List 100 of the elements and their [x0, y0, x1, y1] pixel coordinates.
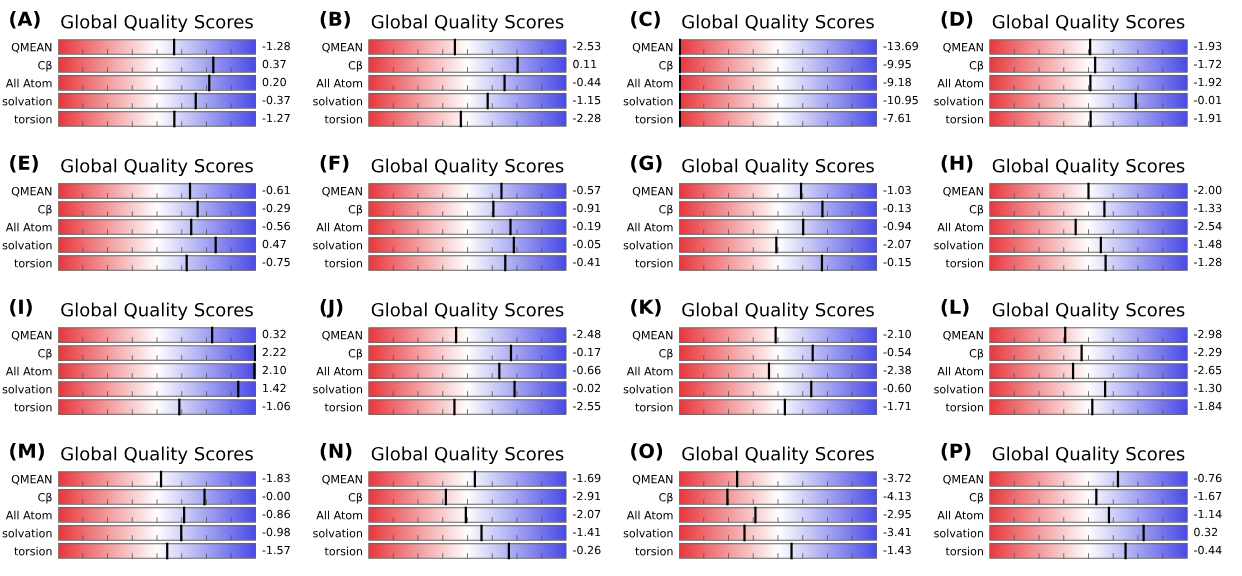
category-label: QMEAN	[11, 330, 52, 341]
category-label: solvation	[2, 528, 52, 538]
data-label: -2.38	[883, 365, 911, 375]
category-label: torsion	[635, 402, 673, 412]
category-label: QMEAN	[943, 186, 983, 197]
category-label: All Atom	[937, 366, 983, 376]
category-label: solvation	[2, 240, 52, 250]
data-label: -9.18	[883, 77, 911, 87]
category-label: torsion	[945, 546, 983, 556]
data-label: -0.29	[262, 203, 290, 213]
category-label: solvation	[2, 384, 52, 394]
category-label: Cβ	[969, 348, 984, 360]
text: (D)	[941, 11, 973, 29]
category-label: QMEAN	[632, 474, 673, 485]
text: Global Quality Scores	[371, 14, 564, 33]
data-label: 2.22	[262, 347, 286, 357]
data-label: -1.48	[1193, 239, 1222, 249]
data-label: -2.10	[883, 329, 911, 339]
data-label: -0.61	[262, 185, 290, 195]
category-label: torsion	[324, 114, 362, 124]
category-label: QMEAN	[11, 186, 52, 197]
text: (J)	[320, 299, 343, 318]
data-label: -2.07	[572, 509, 601, 519]
category-label: torsion	[14, 546, 52, 556]
data-label: -1.83	[262, 473, 290, 483]
data-label: -1.14	[1193, 509, 1222, 519]
category-label: solvation	[623, 384, 673, 394]
category-label: QMEAN	[632, 330, 673, 341]
data-label: 0.47	[262, 239, 286, 249]
data-label: -2.28	[572, 113, 601, 123]
data-label: -1.71	[883, 401, 911, 411]
category-label: solvation	[313, 384, 362, 394]
category-label: All Atom	[5, 78, 52, 88]
data-label: -0.00	[262, 491, 290, 501]
text: (A)	[10, 11, 40, 29]
data-label: -1.33	[1193, 203, 1222, 213]
data-label: -2.00	[1193, 185, 1222, 195]
text: (C)	[631, 11, 660, 29]
text: Global Quality Scores	[992, 158, 1185, 177]
data-label: -2.55	[572, 401, 601, 411]
category-label: QMEAN	[322, 474, 362, 485]
category-label: solvation	[313, 96, 362, 106]
text: Global Quality Scores	[61, 446, 253, 465]
data-label: 0.32	[1194, 527, 1218, 537]
category-label: torsion	[14, 258, 52, 268]
text: Global Quality Scores	[992, 302, 1185, 321]
category-label: solvation	[623, 96, 673, 106]
data-label: -1.93	[1193, 41, 1222, 51]
category-label: QMEAN	[322, 330, 362, 341]
data-label: -1.91	[1193, 113, 1222, 123]
category-label: torsion	[324, 546, 362, 556]
category-label: solvation	[313, 240, 362, 250]
data-label: -1.28	[262, 41, 290, 51]
data-label: -0.54	[883, 347, 912, 357]
text: Global Quality Scores	[682, 446, 874, 465]
data-label: -0.94	[883, 221, 912, 231]
data-label: 0.20	[262, 77, 286, 87]
text: Global Quality Scores	[992, 14, 1185, 33]
text: Global Quality Scores	[682, 158, 874, 177]
data-label: -0.13	[883, 203, 911, 213]
data-label: -1.57	[262, 545, 290, 555]
data-label: -0.44	[572, 77, 601, 87]
category-label: QMEAN	[322, 42, 362, 53]
category-label: Cβ	[38, 204, 52, 216]
category-label: Cβ	[38, 492, 52, 504]
category-label: Cβ	[348, 204, 363, 216]
data-label: -10.95	[883, 95, 918, 105]
category-label: All Atom	[937, 78, 983, 88]
category-label: torsion	[635, 258, 673, 268]
category-label: All Atom	[626, 510, 673, 520]
category-label: Cβ	[969, 60, 984, 72]
data-label: -1.84	[1193, 401, 1222, 411]
category-label: Cβ	[659, 60, 673, 72]
category-label: torsion	[945, 114, 983, 124]
data-label: -0.66	[572, 365, 601, 375]
data-label: -0.86	[262, 509, 290, 519]
category-label: All Atom	[626, 366, 673, 376]
data-label: -1.72	[1193, 59, 1222, 69]
data-label: -1.03	[883, 185, 911, 195]
category-label: solvation	[934, 96, 983, 106]
data-label: -0.91	[572, 203, 601, 213]
category-label: torsion	[14, 402, 52, 412]
category-label: All Atom	[937, 510, 983, 520]
category-label: All Atom	[937, 222, 983, 232]
category-label: Cβ	[969, 492, 984, 504]
category-label: QMEAN	[322, 186, 362, 197]
category-label: Cβ	[38, 60, 52, 72]
data-label: -2.48	[572, 329, 601, 339]
category-label: All Atom	[316, 78, 362, 88]
data-label: 0.11	[573, 59, 597, 69]
text: Global Quality Scores	[682, 14, 874, 33]
category-label: QMEAN	[11, 42, 52, 53]
data-label: -13.69	[883, 41, 918, 51]
category-label: torsion	[324, 402, 362, 412]
category-label: solvation	[934, 384, 983, 394]
data-label: -1.69	[572, 473, 601, 483]
data-label: -4.13	[883, 491, 911, 501]
category-label: torsion	[635, 546, 673, 556]
data-label: -0.44	[1193, 545, 1222, 555]
text: Global Quality Scores	[61, 158, 253, 177]
